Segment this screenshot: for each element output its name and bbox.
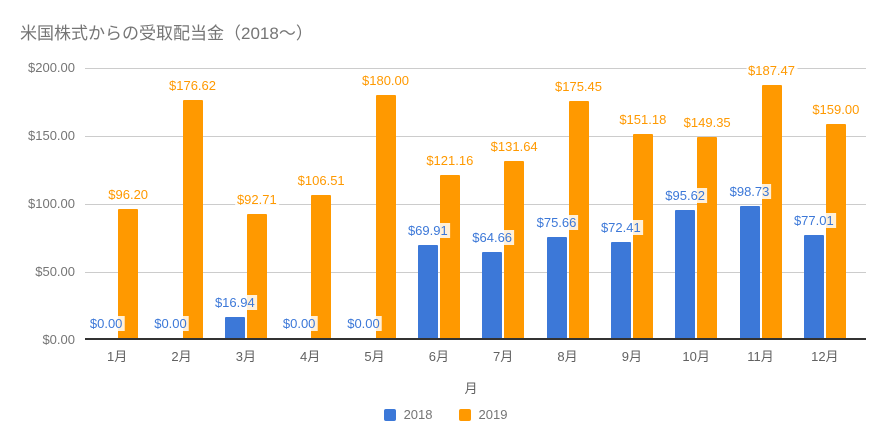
value-label-2019-3月: $92.71 <box>234 191 279 207</box>
x-axis-baseline <box>85 338 866 340</box>
value-label-2019-11月: $187.47 <box>746 63 797 79</box>
value-label-2019-10月: $149.35 <box>681 114 733 130</box>
value-label-2018-10月: $95.62 <box>663 187 708 203</box>
x-axis-tick-label-5月: 5月 <box>364 349 385 364</box>
legend-swatch-2019 <box>458 408 471 421</box>
legend-label-2018: 2018 <box>403 407 433 422</box>
value-label-2018-1月: $0.00 <box>87 316 125 331</box>
x-axis-tick-label-6月: 6月 <box>428 349 449 364</box>
bar-2018-7月[interactable] <box>482 252 503 340</box>
bar-2018-9月[interactable] <box>610 241 631 340</box>
x-axis-tick-label-8月: 8月 <box>557 349 578 364</box>
value-label-2019-9月: $151.18 <box>617 112 669 128</box>
gridline <box>85 136 866 137</box>
bar-2019-11月[interactable] <box>761 85 782 340</box>
value-label-2018-9月: $72.41 <box>598 219 643 235</box>
value-label-2018-5月: $0.00 <box>345 316 382 331</box>
x-axis-tick-label-7月: 7月 <box>493 349 514 364</box>
bar-2018-12月[interactable] <box>803 235 824 340</box>
chart-title: 米国株式からの受取配当金（2018～） <box>20 24 313 43</box>
plot-area: $0.00 $96.20 $0.00 $176.62 $16.94 $92.71 $0.00… <box>85 63 866 340</box>
value-label-2019-6月: $121.16 <box>424 153 476 169</box>
x-axis-tick-label-3月: 3月 <box>235 349 256 364</box>
bar-group-9月 <box>610 134 653 340</box>
value-label-2018-2月: $0.00 <box>152 316 189 331</box>
bar-2019-8月[interactable] <box>568 101 589 340</box>
bar-group-10月 <box>675 136 718 340</box>
bar-2018-3月[interactable] <box>224 316 245 340</box>
bar-2019-4月[interactable] <box>311 195 332 340</box>
value-label-2019-4月: $106.51 <box>295 173 347 189</box>
bar-2019-7月[interactable] <box>504 160 525 340</box>
bar-group-3月 <box>224 213 267 340</box>
legend-item-2018[interactable]: 2018 <box>383 407 433 422</box>
value-label-2018-12月: $77.01 <box>791 213 836 229</box>
legend-swatch-2018 <box>383 408 396 421</box>
bar-2019-12月[interactable] <box>825 123 846 340</box>
bar-group-5月 <box>354 95 396 340</box>
bar-2019-5月[interactable] <box>375 95 396 340</box>
bar-group-12月 <box>803 123 846 340</box>
gridline <box>85 68 866 69</box>
bar-2018-8月[interactable] <box>546 237 567 340</box>
y-axis-tick-label: $100.00 <box>28 196 75 211</box>
bar-2019-3月[interactable] <box>246 213 267 340</box>
x-axis-labels: 1月 2月 3月 4月 5月 6月 7月 8月 9月 10月 11月 12月 <box>85 346 866 364</box>
bar-group-11月 <box>739 85 782 340</box>
bar-2019-6月[interactable] <box>439 175 460 340</box>
bar-2019-2月[interactable] <box>182 99 203 340</box>
bar-group-8月 <box>546 101 589 340</box>
legend-label-2019: 2019 <box>478 407 508 422</box>
y-axis-tick-label: $50.00 <box>35 264 75 279</box>
value-label-2019-1月: $96.20 <box>106 187 151 203</box>
y-axis: $0.00 $50.00 $100.00 $150.00 $200.00 <box>0 60 75 347</box>
x-axis-tick-label-11月: 11月 <box>747 349 774 364</box>
bar-group-2月 <box>161 99 203 340</box>
legend: 2018 2019 <box>0 407 891 422</box>
value-label-2018-3月: $16.94 <box>212 294 257 310</box>
value-label-2018-8月: $75.66 <box>534 215 579 231</box>
bar-2019-9月[interactable] <box>632 134 653 340</box>
bar-2018-10月[interactable] <box>675 209 696 340</box>
bar-group-6月 <box>417 175 460 340</box>
gridline <box>85 204 866 205</box>
y-axis-tick-label: $0.00 <box>42 332 75 347</box>
x-axis-tick-label-12月: 12月 <box>811 349 839 364</box>
bar-2018-6月[interactable] <box>417 244 438 340</box>
value-label-2019-2月: $176.62 <box>167 77 218 93</box>
value-label-2018-4月: $0.00 <box>280 316 318 331</box>
value-label-2019-7月: $131.64 <box>488 138 540 154</box>
legend-item-2019[interactable]: 2019 <box>458 407 508 422</box>
bar-2019-10月[interactable] <box>697 136 718 340</box>
x-axis-tick-label-10月: 10月 <box>682 349 710 364</box>
value-label-2018-6月: $69.91 <box>405 222 450 238</box>
value-label-2018-7月: $64.66 <box>470 230 515 246</box>
value-label-2019-5月: $180.00 <box>360 73 411 89</box>
gridline <box>85 272 866 273</box>
y-axis-tick-label: $150.00 <box>28 128 75 143</box>
y-axis-tick-label: $200.00 <box>28 60 75 75</box>
x-axis-title: 月 <box>464 381 478 396</box>
bar-group-7月 <box>482 160 525 340</box>
bar-group-1月 <box>96 209 139 340</box>
x-axis-tick-label-2月: 2月 <box>171 349 192 364</box>
value-label-2019-12月: $159.00 <box>810 101 862 117</box>
bar-2018-11月[interactable] <box>739 205 760 340</box>
bar-group-4月 <box>289 195 332 340</box>
bar-2019-1月[interactable] <box>118 209 139 340</box>
x-axis-tick-label-1月: 1月 <box>107 349 128 364</box>
value-label-2018-11月: $98.73 <box>727 183 772 199</box>
x-axis-tick-label-4月: 4月 <box>300 349 321 364</box>
value-label-2019-8月: $175.45 <box>553 79 604 95</box>
x-axis-tick-label-9月: 9月 <box>621 349 642 364</box>
